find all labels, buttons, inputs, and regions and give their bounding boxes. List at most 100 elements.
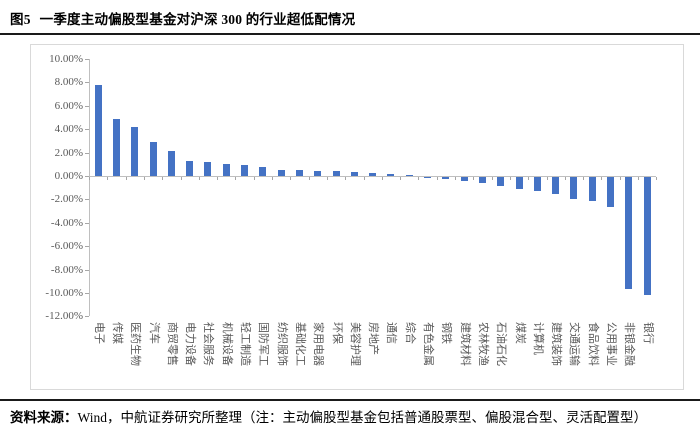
bar-综合 [405, 175, 413, 177]
y-axis-line [89, 59, 90, 317]
x-axis-tick-mark [162, 177, 164, 180]
x-axis-category-label: 银行 [641, 322, 654, 345]
y-axis-tick-label: 4.00% [54, 123, 83, 136]
bar-商贸零售 [167, 151, 175, 176]
bar-美容护理 [350, 172, 358, 176]
bar-公用事业 [607, 177, 615, 208]
x-axis-category-label: 美容护理 [348, 322, 361, 367]
x-axis-tick-mark [400, 177, 402, 180]
x-axis-tick-mark [290, 177, 292, 180]
bar-银行 [643, 177, 651, 296]
x-axis-tick-mark [381, 177, 383, 180]
x-axis-category-label: 汽车 [147, 322, 160, 345]
x-axis-tick-mark [143, 177, 145, 180]
bar-医药生物 [131, 126, 139, 176]
y-axis-tick-mark [85, 59, 89, 60]
x-axis-category-label: 传媒 [110, 322, 123, 345]
y-axis-tick-label: 10.00% [49, 53, 83, 65]
y-axis-tick-mark [85, 129, 89, 131]
bar-石油石化 [497, 177, 505, 186]
x-axis-tick-mark [198, 177, 200, 180]
y-axis-tick-label: -10.00% [45, 287, 83, 299]
y-axis-tick-label: -6.00% [50, 240, 83, 253]
x-axis-tick-mark [436, 177, 438, 180]
x-axis-category-label: 农林牧渔 [476, 322, 489, 367]
figure-number: 图5 [10, 12, 31, 27]
x-axis-tick-mark [583, 177, 585, 180]
title-divider [0, 33, 700, 35]
y-axis-tick-label: 6.00% [54, 99, 83, 112]
y-axis-tick-label: 0.00% [54, 170, 83, 182]
x-axis-tick-mark [272, 177, 273, 180]
bar-非银金融 [625, 177, 633, 290]
x-axis-category-label: 建筑材料 [458, 322, 471, 367]
x-axis-category-label: 社会服务 [202, 322, 215, 367]
x-axis-tick-mark [509, 177, 511, 180]
x-axis-tick-mark [455, 177, 456, 180]
y-axis-tick-label: -2.00% [50, 193, 83, 206]
y-axis-tick-mark [85, 269, 89, 271]
bar-计算机 [533, 177, 541, 192]
x-axis-category-label: 综合 [403, 322, 416, 345]
x-axis-category-label: 计算机 [531, 322, 544, 356]
x-axis-category-label: 电力设备 [184, 322, 197, 367]
x-axis-category-label: 有色金属 [422, 322, 435, 367]
y-axis-tick-label: 8.00% [54, 76, 83, 89]
x-axis-category-label: 电子 [92, 322, 105, 345]
x-axis-category-label: 家用电器 [312, 322, 325, 367]
x-axis-category-label: 国防军工 [257, 322, 270, 367]
x-axis-tick-mark [363, 177, 365, 180]
x-axis-category-label: 建筑装饰 [550, 322, 563, 367]
x-axis-category-label: 机械设备 [220, 322, 233, 367]
x-axis-category-label: 公用事业 [605, 322, 618, 367]
x-axis-tick-mark [528, 177, 530, 180]
bar-建筑材料 [460, 177, 468, 181]
x-axis-tick-mark [235, 177, 237, 180]
y-axis-tick-mark [85, 293, 89, 294]
bar-电力设备 [186, 160, 194, 176]
bar-通信 [387, 174, 395, 176]
x-axis-category-label: 钢铁 [440, 322, 453, 345]
x-axis-category-label: 商贸零售 [165, 322, 178, 367]
x-axis-tick-mark [89, 177, 90, 180]
bar-纺织服饰 [277, 169, 285, 176]
y-axis-tick-mark [85, 316, 89, 318]
bar-轻工制造 [241, 164, 249, 176]
y-axis-tick-label: -12.00% [45, 310, 83, 323]
bar-汽车 [149, 142, 157, 176]
bar-有色金属 [424, 177, 432, 179]
bar-家用电器 [314, 170, 322, 176]
footer-divider [0, 399, 700, 401]
y-axis-tick-mark [85, 199, 89, 201]
bar-建筑装饰 [552, 177, 560, 194]
y-axis-tick-mark [85, 105, 89, 107]
x-axis-tick-mark [638, 177, 639, 180]
x-axis-category-label: 轻工制造 [239, 322, 252, 367]
source-text: Wind，中航证券研究所整理（注：主动偏股型基金包括普通股票型、偏股混合型、灵活… [77, 410, 647, 425]
x-axis-tick-mark [619, 177, 621, 180]
bar-环保 [332, 171, 340, 176]
x-axis-tick-mark [564, 177, 566, 180]
y-axis-tick-mark [85, 246, 89, 248]
bar-传媒 [112, 118, 120, 176]
x-axis-category-label: 交通运输 [568, 322, 581, 367]
y-axis-tick-label: -4.00% [50, 216, 83, 229]
bar-国防军工 [259, 166, 267, 176]
x-axis-category-label: 医药生物 [129, 322, 142, 367]
x-axis-category-label: 石油石化 [495, 322, 508, 367]
bar-农林牧渔 [478, 177, 486, 184]
x-axis-tick-mark [308, 177, 310, 180]
x-axis-tick-mark [656, 177, 658, 180]
x-axis-tick-mark [217, 177, 219, 180]
bar-chart: 10.00% 8.00% 6.00% 4.00% 2.00% 0.00% -2.00% -4.… [30, 44, 684, 390]
x-axis-category-label: 基础化工 [293, 322, 306, 367]
x-axis-tick-mark [107, 177, 109, 180]
source-note: 资料来源：Wind，中航证券研究所整理（注：主动偏股型基金包括普通股票型、偏股混… [0, 401, 700, 426]
figure-title: 图5 一季度主动偏股型基金对沪深 300 的行业超低配情况 [0, 0, 700, 33]
y-axis-tick-mark [85, 82, 89, 84]
x-axis-tick-mark [418, 177, 420, 180]
y-axis-tick-mark [85, 222, 89, 224]
bar-钢铁 [442, 177, 450, 180]
x-axis-category-label: 食品饮料 [586, 322, 599, 367]
